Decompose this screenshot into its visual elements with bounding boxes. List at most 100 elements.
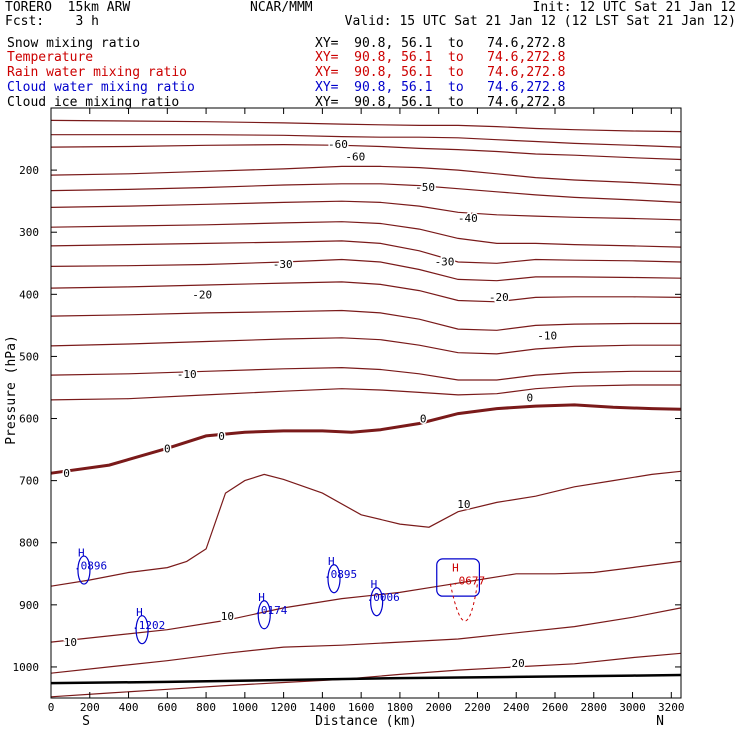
y-tick-label: 500 — [19, 350, 39, 363]
zero-isotherm-label: 0 — [164, 442, 171, 455]
x-tick-label: 0 — [48, 701, 55, 714]
cloud-water-high-value: .0174 — [254, 604, 287, 617]
isotherm-label: -10 — [177, 368, 197, 381]
x-tick-label: 3200 — [658, 701, 685, 714]
x-tick-label: 3000 — [619, 701, 646, 714]
cloud-water-high-value: .1202 — [132, 619, 165, 632]
y-tick-label: 700 — [19, 475, 39, 488]
warm-isotherms — [50, 470, 682, 698]
y-tick-label: 900 — [19, 599, 39, 612]
plot-frame — [50, 107, 682, 699]
x-tick-label: 1400 — [309, 701, 336, 714]
y-axis-label: Pressure (hPa) — [4, 335, 19, 445]
x-tick-label: 2600 — [542, 701, 569, 714]
x-tick-label: 800 — [196, 701, 216, 714]
center-name: NCAR/MMM — [250, 0, 313, 15]
isotherm-label: -30 — [435, 255, 455, 268]
zero-isotherm-label: 0 — [218, 430, 225, 443]
zero-isotherm-label: 0 — [63, 467, 70, 480]
cloud-water-high-value: .0006 — [367, 591, 400, 604]
x-tick-label: 1000 — [232, 701, 259, 714]
cloud-water-contour — [436, 558, 480, 597]
forecast-hour: Fcst: 3 h — [5, 14, 99, 29]
cloud-water-contour — [135, 615, 149, 645]
ground-surface — [50, 673, 682, 685]
isotherm-line — [50, 143, 682, 161]
y-tick-label: 400 — [19, 288, 39, 301]
cloud-water-high-value: .0896 — [74, 559, 107, 572]
ground-line — [50, 673, 682, 685]
y-tick-label: 1000 — [13, 661, 40, 674]
isotherm-line — [50, 366, 681, 381]
isotherm-line — [50, 337, 681, 355]
north-label: N — [656, 714, 664, 729]
isotherm-line — [50, 240, 682, 264]
isotherm-label: -40 — [458, 212, 478, 225]
field-snow-xy: XY= 90.8, 56.1 to 74.6,272.8 — [315, 36, 566, 51]
cloud-water-high-marker: H — [136, 606, 143, 619]
x-tick-label: 200 — [80, 701, 100, 714]
cloud-water-high-marker: H — [371, 578, 378, 591]
cloud-water-contour — [370, 587, 384, 617]
isotherm-label: -60 — [345, 150, 365, 163]
rain-high-value: .0677 — [452, 574, 485, 587]
init-time: Init: 12 UTC Sat 21 Jan 12 — [532, 0, 737, 15]
warm-isotherm-label: 10 — [221, 610, 234, 623]
y-tick-label: 600 — [19, 413, 39, 426]
x-tick-label: 2800 — [581, 701, 608, 714]
warm-isotherm-line — [50, 560, 682, 643]
south-label: S — [82, 714, 90, 729]
x-tick-label: 2400 — [503, 701, 530, 714]
field-cloud-water-label: Cloud water mixing ratio — [7, 80, 195, 95]
field-temperature-label: Temperature — [7, 50, 94, 65]
valid-time: Valid: 15 UTC Sat 21 Jan 12 (12 LST Sat … — [344, 14, 736, 29]
field-cloud-ice-label: Cloud ice mixing ratio — [7, 95, 180, 110]
x-tick-label: 1200 — [270, 701, 297, 714]
cloud-water-contours — [77, 555, 480, 645]
x-tick-label: 600 — [157, 701, 177, 714]
isotherm-line — [50, 221, 682, 248]
x-tick-label: 2200 — [464, 701, 491, 714]
isotherm-line — [50, 183, 682, 203]
warm-isotherm-label: 20 — [512, 657, 525, 670]
warm-isotherm-label: 10 — [457, 498, 470, 511]
zero-isotherm-label: 0 — [526, 391, 533, 404]
field-snow-label: Snow mixing ratio — [7, 36, 141, 51]
isotherm-line — [50, 258, 682, 282]
isotherm-line — [50, 281, 682, 303]
zero-isotherm-line — [50, 403, 682, 475]
cloud-water-contour — [327, 564, 341, 594]
isotherm-label: -30 — [273, 258, 293, 271]
zero-isotherm — [50, 403, 682, 475]
x-tick-label: 1800 — [387, 701, 414, 714]
field-rain-xy: XY= 90.8, 56.1 to 74.6,272.8 — [315, 65, 566, 80]
warm-isotherm-line — [50, 470, 682, 587]
field-cloud-ice-xy: XY= 90.8, 56.1 to 74.6,272.8 — [315, 95, 566, 110]
field-cloud-water-xy: XY= 90.8, 56.1 to 74.6,272.8 — [315, 80, 566, 95]
x-tick-label: 2000 — [425, 701, 452, 714]
axes: 0 200 400 600 800 1000 1200 1400 1600 1800 2000 220… — [13, 108, 685, 714]
cloud-water-high-marker: H — [78, 546, 85, 559]
cloud-water-contour — [77, 555, 91, 585]
isotherm-label: -20 — [489, 291, 509, 304]
cloud-water-high-value: .0895 — [324, 568, 357, 581]
cloud-water-contour — [257, 600, 271, 630]
field-temperature-xy: XY= 90.8, 56.1 to 74.6,272.8 — [315, 50, 566, 65]
contour-labels: -60-60 -50 -40 -30 -30 -20 -20 -10 -10 0 0 0 0 0 10 10 1… — [62, 137, 559, 672]
isotherm-line — [50, 309, 681, 331]
cloud-water-high-marker: H — [258, 591, 265, 604]
warm-isotherm-line — [50, 607, 682, 674]
zero-isotherm-label: 0 — [420, 413, 427, 426]
y-tick-label: 200 — [19, 164, 39, 177]
cloud-water-high-marker: H — [328, 555, 335, 568]
model-name: TORERO 15km ARW — [5, 0, 131, 15]
isotherm-line — [50, 119, 682, 133]
isotherm-line — [50, 165, 682, 186]
rain-high-marker: H — [452, 561, 459, 574]
isotherm-label: -50 — [415, 181, 435, 194]
isotherm-line — [51, 134, 682, 148]
isotherm-label: -20 — [192, 288, 212, 301]
isotherm-line — [50, 200, 682, 221]
warm-isotherm-label: 10 — [64, 636, 77, 649]
temperature-isotherms — [50, 119, 682, 401]
